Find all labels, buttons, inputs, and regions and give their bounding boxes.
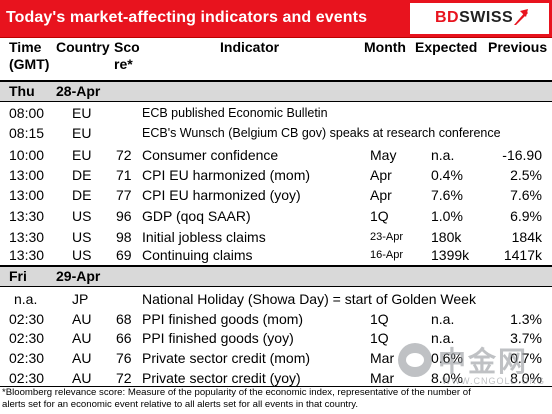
- table-row: 13:30 US 96 GDP (qoq SAAR) 1Q 1.0% 6.9%: [9, 208, 542, 224]
- column-header-expected: Expected: [415, 39, 478, 55]
- table-row: 02:30 AU 72 Private sector credit (yoy) …: [9, 370, 542, 386]
- table-row: 13:30 US 69 Continuing claims 16-Apr 139…: [9, 247, 542, 263]
- day-row-thu: Thu 28-Apr: [0, 82, 552, 101]
- column-header-time: Time (GMT): [9, 39, 50, 72]
- footnote: *Bloomberg relevance score: Measure of t…: [2, 387, 552, 410]
- table-row: 02:30 AU 76 Private sector credit (mom) …: [9, 350, 542, 366]
- table-row: 13:00 DE 77 CPI EU harmonized (yoy) Apr …: [9, 187, 542, 203]
- table-row: 08:00 EU ECB published Economic Bulletin: [9, 105, 328, 121]
- column-header-previous: Previous: [488, 39, 548, 55]
- header-divider: [0, 80, 552, 82]
- day-row-fri: Fri 29-Apr: [0, 267, 552, 286]
- table-row: n.a. JP National Holiday (Showa Day) = s…: [14, 291, 476, 307]
- column-header-month: Month: [364, 39, 406, 55]
- divider: [0, 101, 552, 102]
- day-label: Fri: [9, 268, 27, 284]
- column-header-country: Country: [56, 39, 110, 55]
- footnote-line: alerts set for an economic event relativ…: [2, 398, 359, 410]
- divider: [0, 386, 552, 387]
- logo-arrow-icon: [514, 9, 528, 25]
- table-row: 02:30 AU 68 PPI finished goods (mom) 1Q …: [9, 311, 542, 327]
- table-row: 08:15 EU ECB's Wunsch (Belgium CB gov) s…: [9, 125, 501, 141]
- table-row: 10:00 EU 72 Consumer confidence May n.a.…: [9, 147, 542, 163]
- logo-wordmark: BDSWISS: [435, 9, 514, 26]
- divider: [0, 286, 552, 287]
- column-header-score: Sco re*: [114, 39, 140, 72]
- column-header-indicator: Indicator: [220, 39, 280, 55]
- bdswiss-logo: BDSWISS: [410, 3, 549, 34]
- page-title: Today's market-affecting indicators and …: [6, 9, 368, 26]
- day-date: 29-Apr: [56, 268, 101, 284]
- divider: [0, 265, 552, 267]
- title-bar: Today's market-affecting indicators and …: [0, 0, 552, 38]
- table-row: 13:00 DE 71 CPI EU harmonized (mom) Apr …: [9, 167, 542, 183]
- table-row: 13:30 US 98 Initial jobless claims 23-Ap…: [9, 229, 542, 245]
- table-row: 02:30 AU 66 PPI finished goods (yoy) 1Q …: [9, 330, 542, 346]
- day-label: Thu: [9, 83, 35, 99]
- footnote-line: *Bloomberg relevance score: Measure of t…: [2, 387, 471, 398]
- day-date: 28-Apr: [56, 83, 101, 99]
